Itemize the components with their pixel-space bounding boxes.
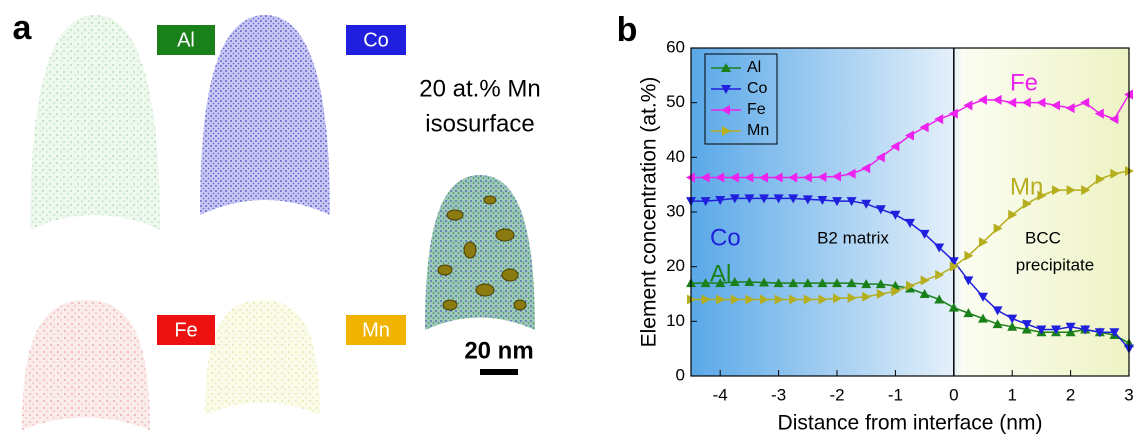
x-tick-label: -2: [829, 385, 844, 404]
y-tick-label: 30: [666, 201, 685, 220]
legend-label: Fe: [747, 101, 766, 118]
y-axis-label: Element concentration (at.%): [638, 77, 661, 348]
y-tick-label: 0: [676, 365, 685, 384]
element-label: Co: [363, 29, 389, 51]
panel-label: a: [13, 9, 33, 47]
annotation: Fe: [1010, 69, 1038, 96]
legend-label: Al: [747, 59, 761, 76]
x-tick-label: -4: [713, 385, 728, 404]
panel-label: b: [617, 11, 638, 49]
x-tick-label: 1: [1007, 385, 1016, 404]
element-label: Fe: [174, 319, 197, 341]
y-tick-label: 10: [666, 311, 685, 330]
y-tick-label: 60: [666, 37, 685, 56]
annotation: BCC: [1025, 228, 1061, 247]
x-axis-label: Distance from interface (nm): [778, 412, 1043, 435]
legend-label: Co: [747, 80, 768, 97]
scale-bar-label: 20 nm: [464, 337, 533, 364]
y-tick-label: 50: [666, 92, 685, 111]
element-label: Al: [177, 29, 195, 51]
atom-map-al: [30, 15, 160, 230]
atom-map-mn: [205, 300, 320, 415]
y-tick-label: 20: [666, 256, 685, 275]
y-tick-label: 40: [666, 147, 685, 166]
x-tick-label: -3: [771, 385, 786, 404]
scale-bar: [480, 369, 518, 375]
isosurface-label: isosurface: [425, 110, 534, 137]
annotation: Mn: [1010, 173, 1043, 200]
annotation: Co: [710, 224, 741, 251]
atom-map-fe: [22, 300, 150, 430]
legend-label: Mn: [747, 122, 769, 139]
x-tick-label: -1: [888, 385, 903, 404]
annotation: precipitate: [1016, 255, 1094, 274]
x-tick-label: 3: [1124, 385, 1133, 404]
element-label: Mn: [362, 319, 390, 341]
annotation: B2 matrix: [817, 228, 889, 247]
x-tick-label: 0: [949, 385, 958, 404]
annotation: Al: [710, 260, 731, 287]
isosurface-label: 20 at.% Mn: [419, 75, 540, 102]
figure: a Al Co Fe Mn 20 at.% Mn isosurface 20 n…: [0, 0, 1134, 438]
x-tick-label: 2: [1066, 385, 1075, 404]
atom-map-co: [200, 15, 330, 215]
